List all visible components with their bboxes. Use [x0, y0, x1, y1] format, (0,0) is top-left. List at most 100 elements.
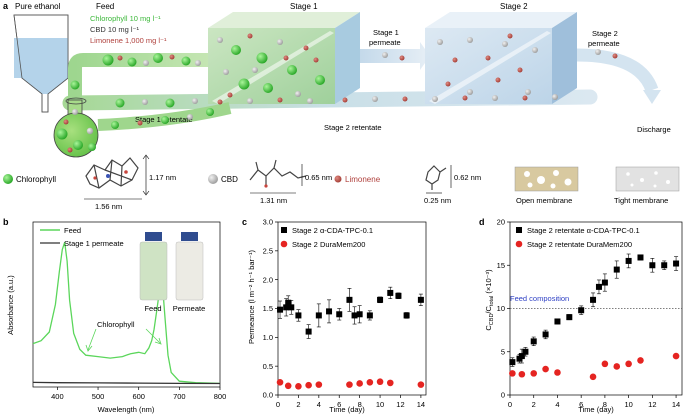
x-tick-label: 12 [648, 400, 656, 409]
cbd-particle [437, 39, 443, 45]
data-point-square [336, 311, 343, 318]
feed-line-chlorophyll: Chlorophyll 10 mg l⁻¹ [90, 14, 161, 23]
data-point-square [578, 307, 585, 314]
limonene-particle [452, 57, 458, 63]
data-point-square [590, 296, 597, 303]
cbd-particle [72, 109, 78, 115]
limonene-particle [485, 55, 491, 61]
data-point-square [277, 306, 284, 313]
cbd-width: 1.31 nm [260, 196, 287, 205]
panel-c: c 0 2 4 6 8 10 12 14 0.0 0.5 1.0 1.5 2.0 2.5 3.0 Perme… [242, 217, 427, 414]
data-point-square [387, 289, 394, 296]
stage1-permeate-label-1: Stage 1 [373, 28, 399, 37]
y-tick-label: 1.5 [263, 304, 273, 313]
cbd-particle [382, 52, 388, 58]
limonene-particle [117, 55, 123, 61]
limonene-particle [217, 99, 223, 105]
stage2-permeate-label-1: Stage 2 [592, 29, 618, 38]
legend-c-label-0: Stage 2 α-CDA-TPC-0.1 [292, 226, 373, 235]
x-tick-label: 8 [603, 400, 607, 409]
cbd-particle [142, 99, 148, 105]
chlorophyll-particle [231, 45, 241, 55]
limonene-particle [169, 54, 175, 60]
chlorophyll-particle [56, 128, 68, 140]
data-point-square [351, 312, 358, 319]
data-point-circle [305, 381, 312, 389]
cbd-legend-marker [208, 174, 218, 184]
data-point-square [601, 279, 608, 286]
x-tick-label: 500 [92, 392, 105, 401]
chlorophyll-legend-label: Chlorophyll [16, 175, 56, 184]
y-tick-label: 10 [497, 304, 505, 313]
chlorophyll-annotation: Chlorophyll [97, 320, 135, 329]
data-point-square [554, 318, 561, 325]
panel-label-c: c [242, 217, 247, 227]
data-point-circle [530, 370, 538, 377]
panel-b: b 400 500 600 700 800 Absorbance (a.u.) Wave… [3, 217, 226, 414]
data-point-circle [356, 380, 363, 387]
y-tick-label: 0.0 [263, 391, 273, 400]
limonene-particle [507, 33, 513, 39]
cbd-particle [467, 37, 473, 43]
limonene-particle [517, 67, 523, 73]
x-tick-label: 10 [624, 400, 632, 409]
x-tick-label: 12 [396, 400, 404, 409]
limonene-molecule-icon [425, 165, 447, 190]
chlorophyll-particle [111, 121, 119, 129]
cbd-particle [192, 98, 198, 104]
limonene-particle [445, 81, 451, 87]
data-point-circle [625, 360, 632, 368]
pure-ethanol-label: Pure ethanol [15, 2, 61, 11]
cbd-particle [307, 98, 313, 104]
y-tick-label: 0 [501, 391, 505, 400]
data-point-square [326, 308, 333, 315]
panel-c-axes: 0 2 4 6 8 10 12 14 0.0 0.5 1.0 1.5 2.0 2.5 3.0 [263, 218, 427, 409]
x-tick-label: 4 [317, 400, 321, 409]
y-tick-label: 15 [497, 261, 505, 270]
limonene-particle [342, 97, 348, 103]
cbd-particle [187, 114, 193, 120]
limonene-particle [402, 96, 408, 102]
data-point-circle [346, 381, 353, 388]
panel-d: d 0 2 4 6 8 10 12 14 0 5 10 15 20 CCBD/Ctotal (×10⁻³… [479, 217, 683, 414]
spectrum-line-feed [32, 242, 221, 385]
chlorophyll-particle [102, 54, 114, 66]
data-point-circle [509, 370, 516, 377]
data-point-circle [376, 378, 384, 386]
stage2-membrane-box [425, 12, 577, 104]
chlorophyll-particle [165, 98, 175, 108]
cbd-particle [525, 89, 531, 95]
data-point-square [395, 292, 402, 299]
chlorophyll-particle [88, 143, 96, 151]
legend-c-square [281, 227, 287, 233]
cbd-particle [532, 47, 538, 53]
legend-c-circle [280, 240, 288, 248]
cbd-particle [223, 69, 229, 75]
data-point-circle [366, 379, 374, 386]
stage2-permeate-label-2: permeate [588, 39, 620, 48]
data-point-circle [613, 363, 621, 370]
cbd-particle [492, 95, 498, 101]
data-point-circle [315, 381, 323, 388]
chlorophyll-particle [70, 80, 80, 90]
data-point-square [366, 312, 373, 319]
limonene-particle [522, 95, 528, 101]
tight-membrane-icon [615, 166, 680, 192]
data-point-square [509, 359, 516, 366]
limonene-height: 0.62 nm [454, 173, 481, 182]
panel-b-axes-frame [32, 221, 221, 388]
cbd-particle [247, 98, 253, 104]
x-tick-label: 4 [555, 400, 559, 409]
cbd-particle [502, 41, 508, 47]
legend-d-square [516, 227, 522, 233]
data-point-square [595, 283, 602, 290]
panel-d-xlabel: Time (day) [578, 405, 614, 414]
solute-legend: Chlorophyll 1.17 nm 1.56 nm CBD 0.65 nm [3, 154, 680, 211]
limonene-legend-label: Limonene [345, 175, 381, 184]
limonene-particle [227, 92, 233, 98]
data-point-square [305, 328, 312, 335]
feed-tube [68, 53, 212, 128]
stage2-label: Stage 2 [500, 2, 528, 11]
feed-label: Feed [96, 2, 114, 11]
data-point-square [673, 260, 680, 267]
